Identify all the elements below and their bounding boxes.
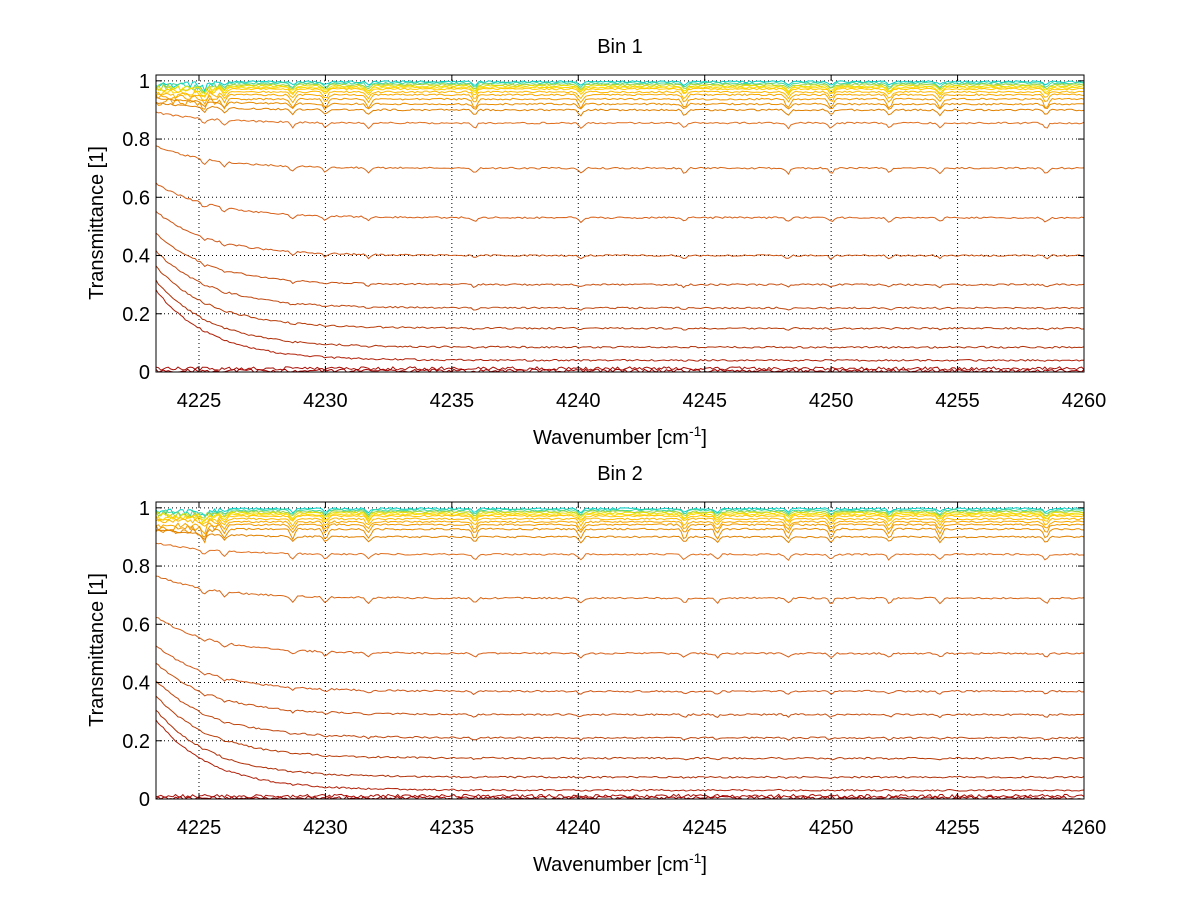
chart-title: Bin 2: [597, 463, 643, 485]
series-line: [155, 145, 1085, 175]
series-line: [155, 232, 1085, 289]
series-line: [155, 279, 1085, 350]
series-line: [155, 719, 1085, 792]
x-tick-label: 4260: [1062, 390, 1107, 412]
series-line: [155, 507, 1085, 516]
series-line: [155, 97, 1085, 111]
y-axis-label: Transmittance [1]: [86, 146, 108, 300]
axes-area: [156, 502, 1084, 799]
x-tick-label: 4250: [809, 390, 854, 412]
x-axis-label-text: Wavenumber [cm: [533, 427, 689, 449]
y-tick-label: 1: [139, 71, 150, 93]
series-line: [155, 83, 1085, 94]
series-line: [155, 795, 1084, 800]
x-tick-label: 4260: [1062, 817, 1107, 839]
series-line: [155, 508, 1085, 518]
series-line: [155, 709, 1085, 779]
series-line: [155, 645, 1085, 696]
series-group: [155, 507, 1085, 800]
y-tick-label: 0: [139, 789, 150, 811]
x-tick-label: 4230: [303, 817, 348, 839]
y-tick-label: 0.8: [122, 129, 150, 151]
series-line: [155, 210, 1085, 260]
x-tick-label: 4240: [556, 817, 601, 839]
series-line: [155, 662, 1085, 719]
chart-panel-bin-1: 4225 4230 4235 4240 4245 4250 4255 4260 0 0.2 0.4 0…: [86, 36, 1106, 449]
series-line: [155, 87, 1085, 98]
series-line: [155, 84, 1085, 95]
x-tick-label: 4245: [682, 817, 727, 839]
series-line: [155, 523, 1085, 538]
x-axis-label: Wavenumber [cm-1]: [533, 423, 707, 449]
x-axis-label-suffix: ]: [701, 427, 707, 449]
series-line: [155, 514, 1085, 525]
axes-box: [155, 501, 1085, 800]
axes-area: [156, 75, 1084, 372]
chart-panel-bin-2: 4225 4230 4235 4240 4245 4250 4255 4260 0 0.2 0.4 0…: [86, 463, 1106, 876]
x-tick-label: 4225: [177, 817, 222, 839]
x-tick-label: 4235: [430, 817, 475, 839]
series-line: [155, 680, 1085, 741]
series-group: [155, 80, 1085, 373]
x-axis-label-suffix: ]: [701, 854, 707, 876]
y-tick-label: 0.6: [122, 187, 150, 209]
x-tick-label: 4255: [935, 817, 980, 839]
series-line: [155, 81, 1085, 94]
series-line: [155, 80, 1085, 93]
x-axis-label-superscript: -1: [689, 423, 702, 439]
tick-group: 4225 4230 4235 4240 4245 4250 4255 4260 0 0.2 0.4 0…: [122, 498, 1106, 839]
x-tick-label: 4235: [430, 390, 475, 412]
series-line: [155, 368, 1085, 373]
series-line: [155, 182, 1085, 224]
series-line: [155, 289, 1085, 362]
series-line: [155, 513, 1085, 522]
series-line: [155, 617, 1085, 659]
series-line: [155, 527, 1084, 544]
tick-group: 4225 4230 4235 4240 4245 4250 4255 4260 0 0.2 0.4 0…: [122, 71, 1106, 412]
series-line: [155, 97, 1085, 110]
series-line: [155, 93, 1085, 105]
series-line: [155, 101, 1085, 117]
series-line: [155, 511, 1085, 524]
series-line: [155, 695, 1085, 761]
series-line: [155, 528, 1085, 544]
y-tick-label: 0.2: [122, 731, 150, 753]
y-axis-label: Transmittance [1]: [86, 573, 108, 727]
x-axis-label-text: Wavenumber [cm: [533, 854, 689, 876]
y-tick-label: 0.8: [122, 556, 150, 578]
series-line: [155, 510, 1085, 519]
x-axis-label: Wavenumber [cm-1]: [533, 850, 707, 876]
chart-title: Bin 1: [597, 36, 643, 58]
series-line: [155, 250, 1085, 311]
y-tick-label: 0.2: [122, 304, 150, 326]
x-tick-label: 4230: [303, 390, 348, 412]
x-tick-label: 4255: [935, 390, 980, 412]
series-line: [155, 111, 1085, 130]
series-line: [155, 520, 1085, 535]
series-line: [155, 265, 1085, 331]
series-line: [155, 575, 1085, 605]
x-tick-label: 4240: [556, 390, 601, 412]
series-line: [155, 542, 1085, 562]
series-line: [155, 90, 1085, 102]
y-tick-label: 0.4: [122, 246, 150, 268]
y-tick-label: 0: [139, 362, 150, 384]
y-tick-label: 1: [139, 498, 150, 520]
x-tick-label: 4225: [177, 390, 222, 412]
axes-box: [155, 74, 1085, 373]
x-tick-label: 4245: [682, 390, 727, 412]
y-tick-label: 0.6: [122, 614, 150, 636]
x-tick-label: 4250: [809, 817, 854, 839]
x-axis-label-superscript: -1: [689, 850, 702, 866]
series-line: [155, 517, 1085, 527]
y-tick-label: 0.4: [122, 673, 150, 695]
